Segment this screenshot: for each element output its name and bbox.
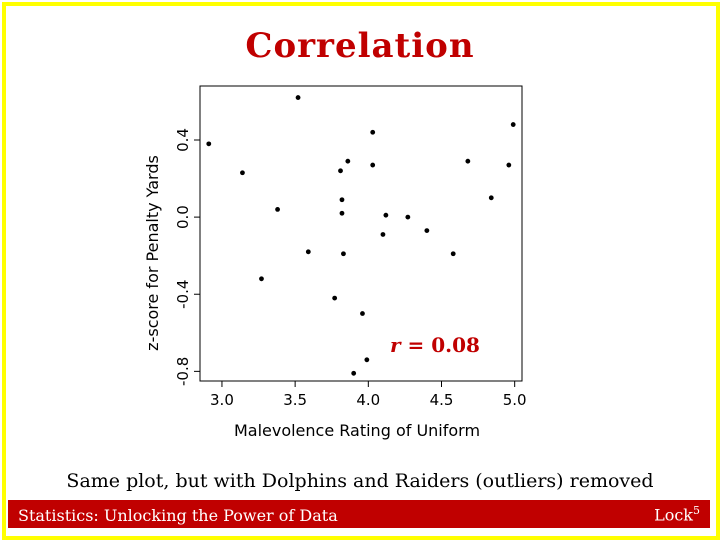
data-point bbox=[275, 206, 280, 212]
y-tick-label: -0.4 bbox=[174, 280, 192, 309]
y-tick-label: 0.0 bbox=[174, 205, 192, 229]
data-point bbox=[305, 249, 311, 255]
data-point bbox=[370, 129, 376, 135]
x-tick-label: 5.0 bbox=[503, 391, 527, 409]
data-point bbox=[259, 276, 264, 282]
x-axis-label: Malevolence Rating of Uniform bbox=[234, 421, 480, 440]
data-point bbox=[360, 311, 365, 316]
data-point bbox=[339, 197, 345, 203]
footer-author: Lock5 bbox=[654, 504, 700, 524]
y-tick-label: 0.4 bbox=[174, 128, 192, 152]
y-tick-label: -0.8 bbox=[174, 357, 192, 386]
scatter-plot: 3.0 3.5 4.0 4.5 5.0 -0.8 -0.4 0.0 0.4 Malevolenc… bbox=[143, 85, 527, 440]
data-point bbox=[295, 95, 301, 100]
y-axis-label: z-score for Penalty Yards bbox=[143, 155, 162, 351]
data-point bbox=[240, 170, 245, 176]
footer-author-name: Lock bbox=[654, 505, 693, 525]
data-point bbox=[488, 195, 494, 201]
data-point bbox=[370, 162, 376, 168]
data-point bbox=[450, 251, 456, 257]
data-point bbox=[339, 210, 345, 216]
x-tick-label: 3.5 bbox=[283, 391, 307, 409]
slide-caption: Same plot, but with Dolphins and Raiders… bbox=[66, 470, 654, 492]
data-point bbox=[405, 214, 411, 220]
data-point bbox=[351, 370, 357, 376]
slide-title: Correlation bbox=[245, 26, 475, 66]
correlation-symbol: r bbox=[390, 333, 401, 357]
data-point bbox=[364, 357, 370, 363]
correlation-value: = 0.08 bbox=[400, 333, 480, 357]
data-point bbox=[380, 232, 386, 237]
data-point bbox=[510, 122, 516, 127]
data-point bbox=[332, 295, 338, 301]
footer-bar: Statistics: Unlocking the Power of Data … bbox=[8, 500, 710, 528]
data-point bbox=[345, 158, 351, 164]
plot-axes: 3.0 3.5 4.0 4.5 5.0 -0.8 -0.4 0.0 0.4 bbox=[174, 85, 527, 409]
x-tick-label: 4.5 bbox=[430, 391, 454, 409]
x-tick-label: 3.0 bbox=[210, 391, 234, 409]
x-tick-label: 4.0 bbox=[356, 391, 380, 409]
data-point bbox=[383, 212, 389, 218]
plot-box bbox=[199, 85, 523, 382]
plot-points bbox=[206, 95, 516, 376]
data-point bbox=[206, 141, 212, 147]
footer-author-superscript: 5 bbox=[693, 504, 700, 517]
footer-book-title: Statistics: Unlocking the Power of Data bbox=[18, 506, 338, 525]
correlation-annotation: r = 0.08 bbox=[390, 333, 480, 357]
data-point bbox=[341, 251, 346, 257]
data-point bbox=[506, 162, 512, 168]
data-point bbox=[465, 158, 471, 164]
data-point bbox=[338, 168, 343, 174]
data-point bbox=[424, 228, 430, 234]
